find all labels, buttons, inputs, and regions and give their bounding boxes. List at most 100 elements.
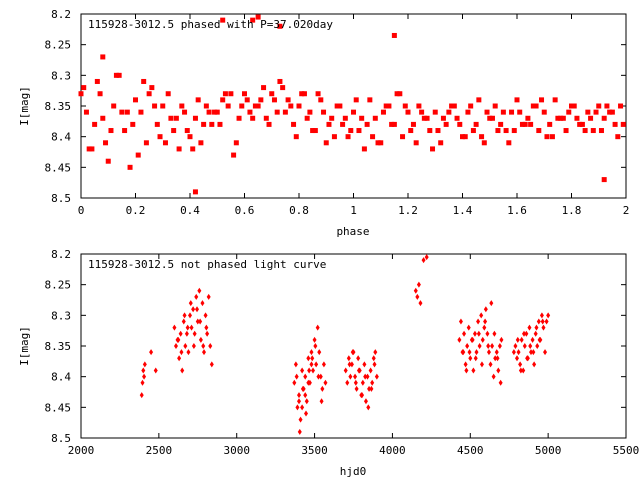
phased-data-point bbox=[315, 91, 321, 97]
phased-data-point bbox=[225, 103, 231, 109]
unphased-data-point bbox=[488, 361, 493, 368]
phased-data-point bbox=[394, 91, 400, 97]
phased-data-point bbox=[560, 115, 566, 121]
phased-data-point bbox=[413, 140, 419, 146]
phased-x-tick-label: 2 bbox=[623, 204, 630, 217]
unphased-data-point bbox=[353, 373, 358, 380]
phased-data-point bbox=[435, 128, 441, 134]
phased-data-point bbox=[212, 109, 218, 115]
phased-data-point bbox=[187, 134, 193, 140]
unphased-data-point bbox=[317, 349, 322, 356]
phased-data-point bbox=[323, 140, 329, 146]
unphased-data-point bbox=[300, 404, 305, 411]
phased-data-point bbox=[615, 134, 621, 140]
phased-data-point bbox=[566, 109, 572, 115]
unphased-data-point bbox=[185, 324, 190, 331]
phased-data-point bbox=[383, 103, 389, 109]
phased-y-tick-label: 8.3 bbox=[51, 69, 71, 82]
unphased-data-point bbox=[294, 373, 299, 380]
phased-data-point bbox=[103, 140, 109, 146]
phased-data-point bbox=[280, 85, 286, 91]
phased-data-point bbox=[353, 97, 359, 103]
phased-data-point bbox=[430, 146, 436, 152]
unphased-data-point bbox=[489, 300, 494, 307]
unphased-data-points bbox=[139, 254, 551, 435]
unphased-data-point bbox=[368, 367, 373, 374]
phased-data-point bbox=[108, 128, 114, 134]
unphased-data-point bbox=[486, 349, 491, 356]
phased-data-point bbox=[149, 85, 155, 91]
phased-data-point bbox=[331, 134, 337, 140]
unphased-x-tick-label: 5500 bbox=[613, 444, 640, 457]
unphased-data-point bbox=[321, 361, 326, 368]
phased-data-point bbox=[258, 97, 264, 103]
unphased-data-point bbox=[513, 343, 518, 349]
phased-data-point bbox=[451, 103, 457, 109]
unphased-data-point bbox=[319, 398, 324, 405]
phased-data-point bbox=[81, 85, 87, 91]
unphased-data-point bbox=[198, 318, 203, 325]
unphased-data-point bbox=[363, 373, 368, 380]
phased-data-point bbox=[321, 109, 327, 115]
phased-data-point bbox=[536, 128, 542, 134]
unphased-y-tick-label: 8.25 bbox=[45, 279, 72, 292]
unphased-data-point bbox=[540, 318, 545, 325]
unphased-data-point bbox=[186, 349, 191, 356]
unphased-data-point bbox=[312, 336, 317, 343]
unphased-data-point bbox=[177, 355, 182, 362]
unphased-data-point bbox=[467, 349, 472, 356]
phased-x-tick-label: 1.4 bbox=[453, 204, 473, 217]
unphased-data-point bbox=[306, 355, 311, 362]
unphased-data-point bbox=[374, 373, 379, 380]
phased-data-point bbox=[609, 109, 615, 115]
unphased-data-point bbox=[195, 318, 200, 325]
unphased-data-point bbox=[498, 379, 503, 386]
phased-data-point bbox=[179, 103, 185, 109]
phased-data-point bbox=[255, 14, 261, 20]
unphased-data-point bbox=[197, 287, 202, 294]
phased-data-point bbox=[130, 121, 136, 127]
phased-data-point bbox=[252, 103, 258, 109]
unphased-data-point bbox=[515, 355, 519, 362]
unphased-data-point bbox=[491, 373, 496, 380]
phased-data-point bbox=[242, 91, 247, 97]
unphased-data-point bbox=[458, 318, 463, 325]
phased-y-tick-label: 8.35 bbox=[45, 100, 72, 113]
unphased-y-tick-label: 8.4 bbox=[51, 371, 71, 384]
unphased-x-tick-label: 2500 bbox=[146, 444, 173, 457]
unphased-data-point bbox=[546, 312, 551, 319]
unphased-data-point bbox=[536, 318, 541, 325]
unphased-data-point bbox=[354, 385, 359, 392]
phased-data-point bbox=[598, 128, 604, 134]
unphased-data-point bbox=[292, 379, 297, 386]
phased-data-point bbox=[511, 128, 517, 134]
phased-data-point bbox=[113, 72, 119, 78]
unphased-data-point bbox=[519, 336, 524, 343]
phased-data-point bbox=[116, 72, 122, 78]
unphased-data-point bbox=[205, 330, 210, 337]
phased-data-point bbox=[408, 128, 414, 134]
phased-data-point bbox=[124, 109, 130, 115]
phased-data-point bbox=[569, 103, 574, 109]
phased-data-point bbox=[549, 134, 555, 140]
phased-data-point bbox=[176, 146, 182, 152]
unphased-data-point bbox=[349, 361, 354, 368]
phased-data-point bbox=[391, 32, 397, 38]
phased-data-point bbox=[288, 103, 294, 109]
phased-data-point bbox=[184, 128, 190, 134]
unphased-data-point bbox=[474, 349, 479, 356]
unphased-data-point bbox=[182, 312, 187, 319]
phased-data-point bbox=[618, 103, 624, 109]
unphased-data-point bbox=[524, 330, 529, 337]
phased-data-point bbox=[446, 109, 452, 115]
unphased-data-point bbox=[183, 343, 188, 349]
phased-data-point bbox=[356, 128, 362, 134]
phased-data-point bbox=[214, 109, 220, 115]
phased-data-point bbox=[555, 115, 561, 121]
unphased-data-point bbox=[318, 373, 323, 380]
unphased-data-point bbox=[518, 361, 523, 368]
unphased-data-point bbox=[297, 428, 302, 435]
unphased-data-point bbox=[304, 410, 309, 417]
unphased-data-point bbox=[373, 349, 378, 356]
phased-data-point bbox=[443, 121, 449, 127]
